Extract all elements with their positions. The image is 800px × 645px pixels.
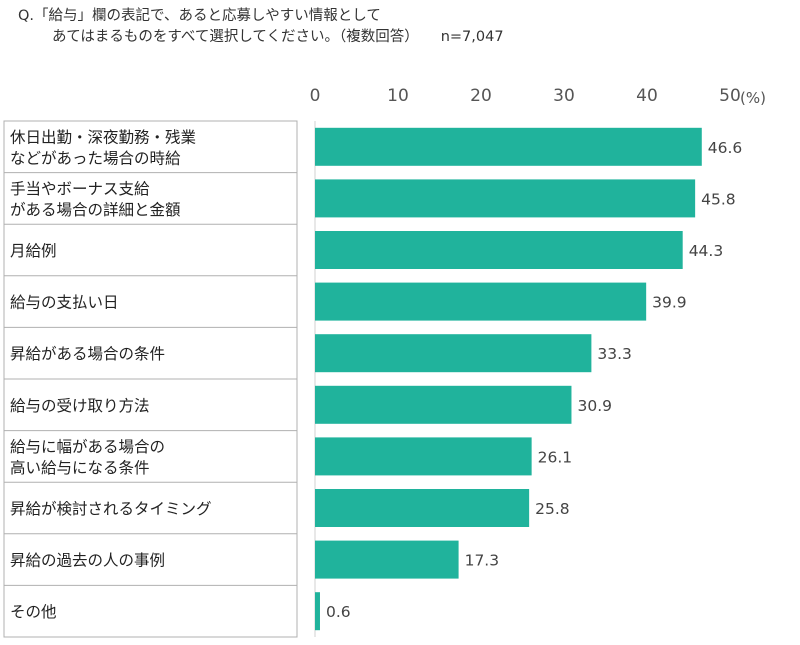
category-label: などがあった場合の時給 — [10, 149, 181, 167]
bar — [315, 489, 530, 527]
category-label: 休日出勤・深夜勤務・残業 — [10, 128, 196, 146]
bar-value-label: 46.6 — [708, 139, 743, 157]
question-text: Q.「給与」欄の表記で、あると応募しやすい情報として あてはまるものをすべて選択… — [18, 6, 504, 48]
bar-value-label: 25.8 — [535, 500, 570, 518]
x-tick-label: 0 — [310, 86, 321, 106]
bar — [315, 231, 683, 269]
x-tick-label: 30 — [553, 86, 575, 106]
bar-value-label: 33.3 — [597, 345, 632, 363]
bar-value-label: 0.6 — [326, 603, 351, 621]
bar-value-label: 44.3 — [689, 242, 724, 260]
x-tick-label: 50 — [719, 86, 741, 106]
category-label: がある場合の詳細と金額 — [10, 201, 181, 219]
category-label: 高い給与になる条件 — [10, 459, 150, 477]
x-tick-label: 10 — [387, 86, 409, 106]
sample-size: n=7,047 — [440, 29, 504, 45]
category-label: 昇給の過去の人の事例 — [10, 552, 165, 570]
category-label: 手当やボーナス支給 — [10, 180, 150, 198]
bar — [315, 385, 572, 424]
axis-unit-label: (%) — [740, 89, 766, 107]
category-label: 給与の受け取り方法 — [10, 397, 150, 415]
x-tick-label: 40 — [636, 86, 658, 106]
question-line-2-text: あてはまるものをすべて選択してください。（複数回答） — [52, 29, 419, 45]
category-label: 給与に幅がある場合の — [10, 438, 165, 456]
bar — [315, 334, 592, 373]
bar — [315, 127, 702, 166]
category-label: 昇給がある場合の条件 — [10, 345, 165, 363]
bar-value-label: 30.9 — [577, 397, 612, 415]
category-label: 昇給が検討されるタイミング — [10, 500, 212, 518]
category-label: その他 — [10, 603, 57, 621]
bar — [315, 592, 320, 631]
question-line-2: あてはまるものをすべて選択してください。（複数回答） n=7,047 — [18, 27, 504, 48]
category-label: 給与の支払い日 — [10, 294, 119, 312]
question-line-1: Q.「給与」欄の表記で、あると応募しやすい情報として — [18, 8, 381, 24]
bar-value-label: 17.3 — [465, 552, 500, 570]
category-label: 月給例 — [10, 242, 57, 260]
bar — [315, 179, 696, 218]
x-tick-label: 20 — [470, 86, 492, 106]
bar — [315, 282, 647, 321]
bar — [315, 540, 459, 579]
bar-value-label: 45.8 — [701, 190, 736, 208]
bar-value-label: 39.9 — [652, 294, 687, 312]
bar-value-label: 26.1 — [538, 448, 573, 466]
bar — [315, 437, 532, 476]
